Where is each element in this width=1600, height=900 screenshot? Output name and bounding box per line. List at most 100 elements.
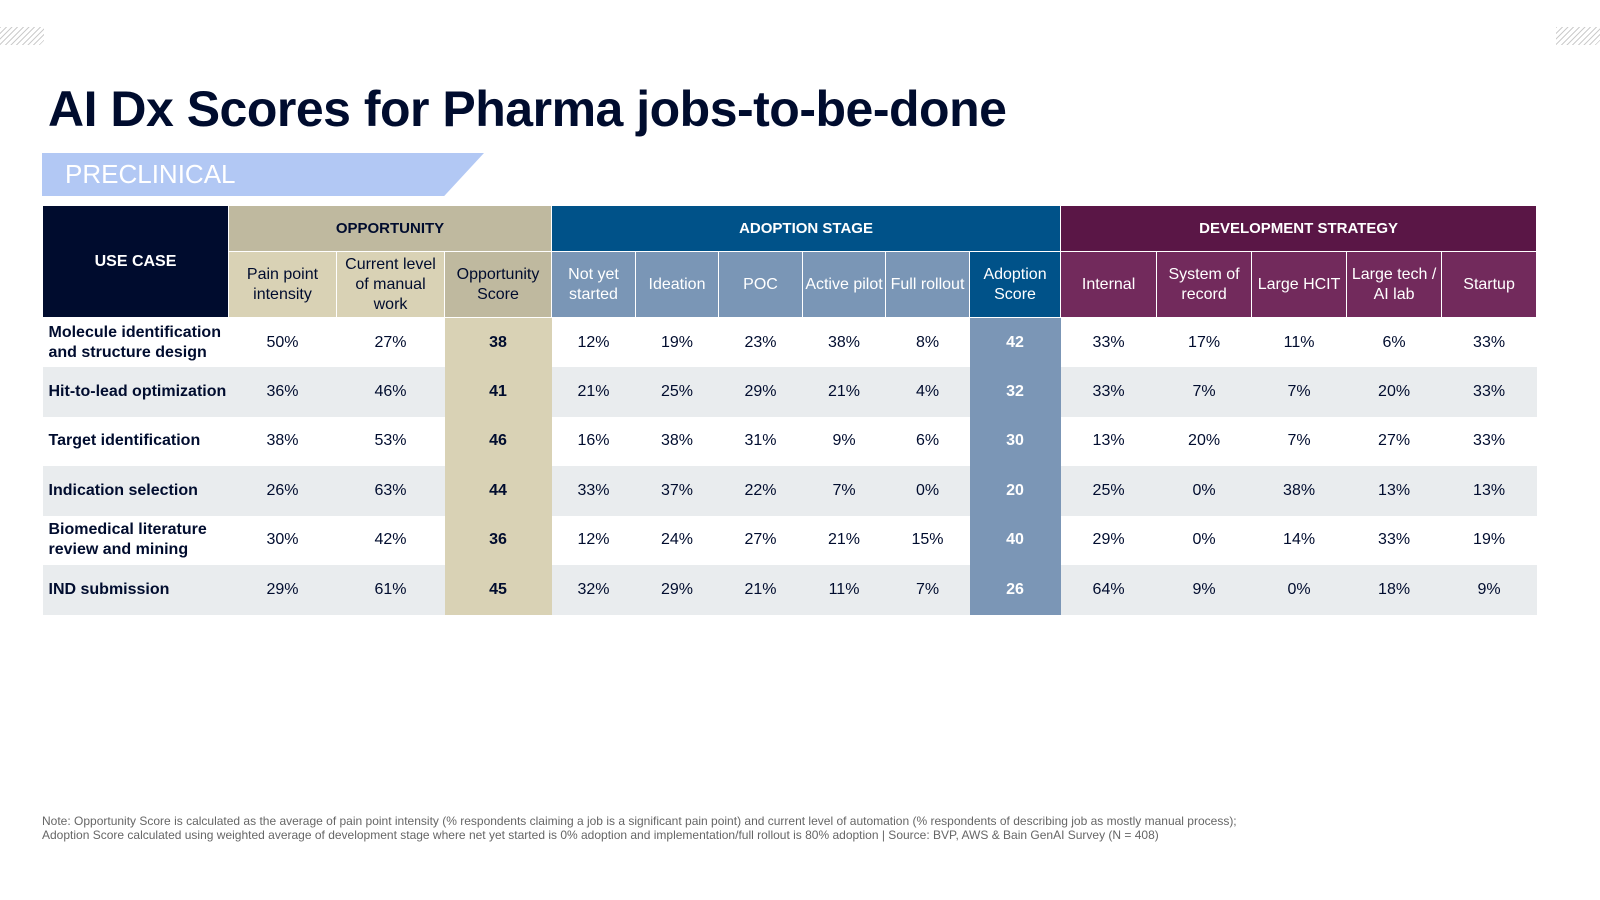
table-cell: 61% xyxy=(336,565,445,615)
table-cell: 33% xyxy=(1473,333,1506,351)
column-header: Internal xyxy=(1060,251,1158,318)
table-cell: 42 xyxy=(969,317,1061,367)
table-cell: 25% xyxy=(1060,466,1157,516)
table-cell: 16% xyxy=(577,432,610,450)
adoption-header: ADOPTION STAGE xyxy=(550,205,1062,252)
column-header: Current level of manual work xyxy=(336,251,445,318)
footnote: Note: Opportunity Score is calculated as… xyxy=(42,814,1237,842)
table-cell: 4% xyxy=(885,367,970,417)
table-cell: 36 xyxy=(444,515,552,565)
table-cell: 33% xyxy=(1092,333,1125,351)
column-header: System of record xyxy=(1156,251,1253,318)
table-cell: 29% xyxy=(718,367,803,417)
table-cell: 14% xyxy=(1283,531,1316,549)
table-cell: 19% xyxy=(660,333,694,351)
table-cell: 9% xyxy=(1156,565,1252,615)
column-header: Adoption Score xyxy=(968,251,1062,318)
table-cell: 13% xyxy=(1346,466,1442,516)
table-cell: 45 xyxy=(444,565,552,615)
table-cell: 8% xyxy=(915,333,940,351)
table-cell: 29% xyxy=(635,565,719,615)
table-cell: 30% xyxy=(266,531,299,549)
column-header: Large HCIT xyxy=(1251,251,1348,318)
table-cell: 6% xyxy=(1382,333,1406,351)
table-cell: 32% xyxy=(551,565,636,615)
scores-table: USE CASE OPPORTUNITY ADOPTION STAGE DEVE… xyxy=(42,205,1538,615)
use-case-header: USE CASE xyxy=(42,205,229,318)
table-row: Hit-to-lead optimization 36% 46% 41 21% 25% 29… xyxy=(42,367,1537,417)
column-header: Not yet started xyxy=(551,251,636,318)
table-cell: 20% xyxy=(1188,432,1221,450)
column-header: Ideation xyxy=(635,251,719,318)
page-title: AI Dx Scores for Pharma jobs-to-be-done xyxy=(48,81,1007,137)
table-cell: 46 xyxy=(444,416,552,466)
use-case-name: Molecule identification and structure de… xyxy=(48,323,221,361)
table-cell: 33% xyxy=(1441,367,1537,417)
table-cell: 7% xyxy=(1251,367,1347,417)
table-cell: 9% xyxy=(1441,565,1537,615)
table-cell: 22% xyxy=(718,466,803,516)
table-cell: 29% xyxy=(1092,531,1125,549)
use-case-name: Hit-to-lead optimization xyxy=(42,367,229,417)
column-header: Opportunity Score xyxy=(444,251,552,318)
table-cell: 15% xyxy=(911,531,944,549)
table-cell: 7% xyxy=(802,466,886,516)
table-cell: 19% xyxy=(1473,531,1506,549)
table-cell: 27% xyxy=(374,333,407,351)
table-cell: 26 xyxy=(969,565,1061,615)
table-cell: 27% xyxy=(1378,432,1411,450)
table-cell: 33% xyxy=(1473,432,1506,450)
table-row: Indication selection 26% 63% 44 33% 37% 22% 7% 0… xyxy=(42,466,1537,516)
table-cell: 33% xyxy=(551,466,636,516)
table-cell: 33% xyxy=(1060,367,1157,417)
table-row: IND submission 29% 61% 45 32% 29% 21% 11% 7% 26 64… xyxy=(42,565,1537,615)
table-cell: 13% xyxy=(1092,432,1125,450)
table-cell: 46% xyxy=(336,367,445,417)
table-cell: 38 xyxy=(444,317,552,367)
column-header: Active pilot xyxy=(802,251,886,318)
column-header: Large tech / AI lab xyxy=(1346,251,1443,318)
table-cell: 21% xyxy=(802,367,886,417)
table-cell: 7% xyxy=(885,565,970,615)
table-cell: 23% xyxy=(744,333,777,351)
column-header: Pain point intensity xyxy=(228,251,337,318)
section-banner: PRECLINICAL xyxy=(42,153,484,196)
table-cell: 38% xyxy=(266,432,299,450)
table-cell: 25% xyxy=(635,367,719,417)
table-cell: 18% xyxy=(1346,565,1442,615)
table-cell: 17% xyxy=(1188,333,1221,351)
table-cell: 7% xyxy=(1287,432,1311,450)
table-cell: 50% xyxy=(266,333,299,351)
table-cell: 64% xyxy=(1060,565,1157,615)
table-cell: 24% xyxy=(660,531,694,549)
table-cell: 40 xyxy=(969,515,1061,565)
table-cell: 26% xyxy=(228,466,337,516)
table-cell: 42% xyxy=(374,531,407,549)
opportunity-header: OPPORTUNITY xyxy=(228,205,552,252)
column-header: Startup xyxy=(1441,251,1538,318)
table-cell: 21% xyxy=(551,367,636,417)
table-cell: 53% xyxy=(374,432,407,450)
footnote-line: Adoption Score calculated using weighted… xyxy=(42,827,1159,842)
table-cell: 33% xyxy=(1378,531,1411,549)
decorative-hatch-left xyxy=(0,27,44,45)
table-cell: 41 xyxy=(444,367,552,417)
table-cell: 37% xyxy=(635,466,719,516)
table-row: Biomedical literature review and mining 3… xyxy=(43,515,1537,565)
table-cell: 38% xyxy=(660,432,694,450)
table-cell: 20% xyxy=(1346,367,1442,417)
table-row: Target identification 38% 53% 46 16% 38% 31% 9%… xyxy=(43,416,1537,466)
table-cell: 21% xyxy=(718,565,803,615)
table-row: Molecule identification and structure de… xyxy=(43,317,1537,367)
footnote-line: Note: Opportunity Score is calculated as… xyxy=(42,814,1237,828)
table-cell: 11% xyxy=(802,565,886,615)
column-header: POC xyxy=(718,251,803,318)
table-cell: 9% xyxy=(832,432,856,450)
use-case-name: Target identification xyxy=(48,432,201,450)
table-cell: 0% xyxy=(1192,531,1216,549)
table-cell: 38% xyxy=(1251,466,1347,516)
table-cell: 0% xyxy=(1251,565,1347,615)
table-cell: 31% xyxy=(744,432,777,450)
table-cell: 30 xyxy=(969,416,1061,466)
table-cell: 0% xyxy=(1156,466,1252,516)
